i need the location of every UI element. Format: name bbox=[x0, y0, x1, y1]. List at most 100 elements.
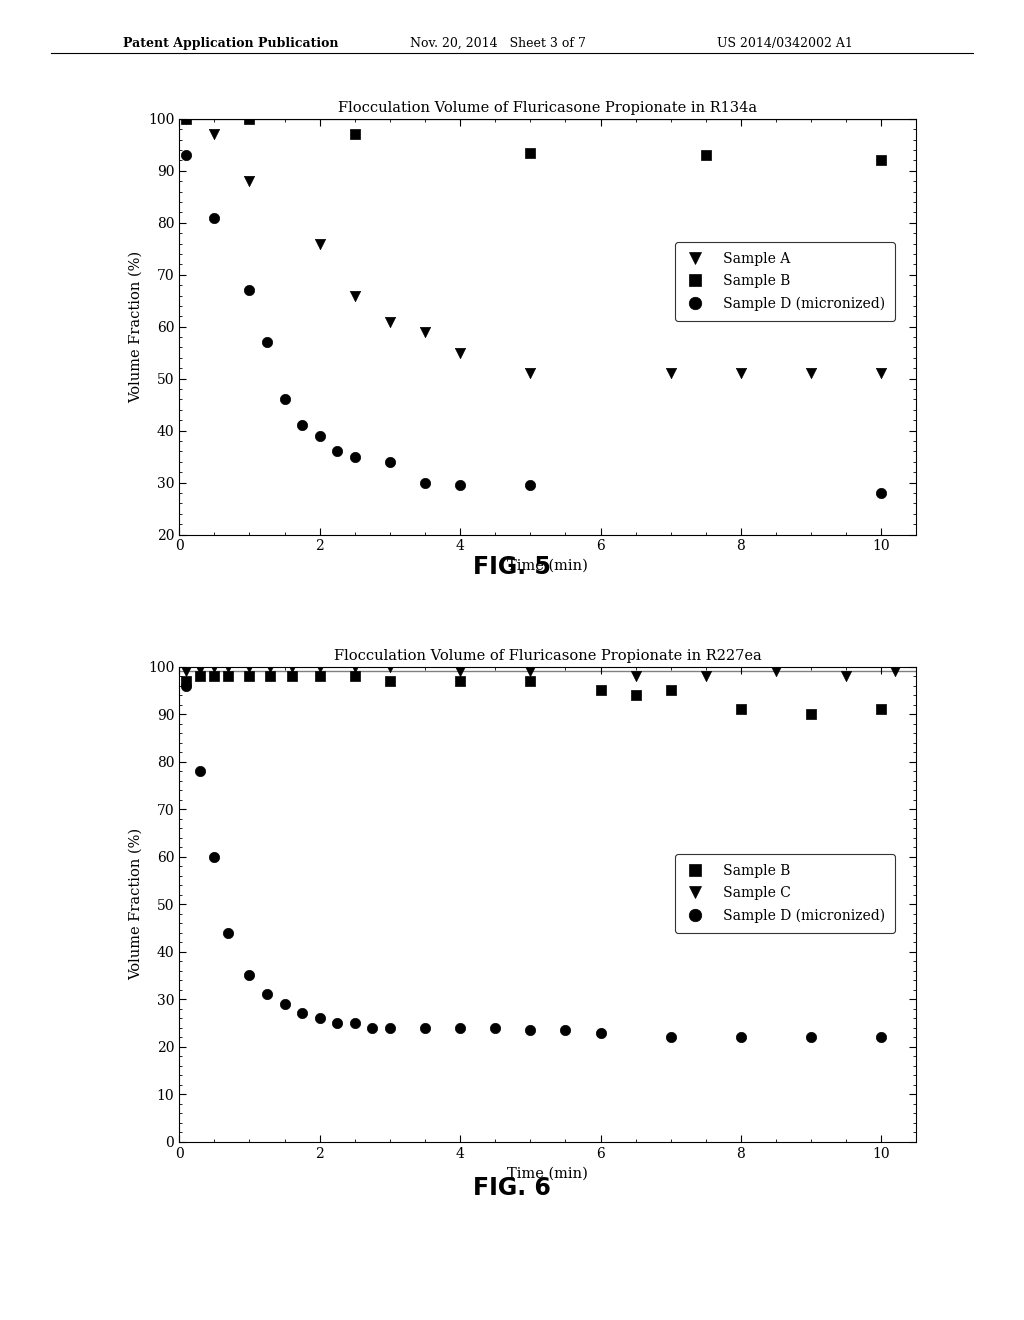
Point bbox=[697, 145, 714, 166]
Legend:    Sample B,    Sample C,    Sample D (micronized): Sample B, Sample C, Sample D (micronized… bbox=[675, 854, 895, 933]
Point bbox=[193, 665, 209, 686]
Point bbox=[329, 1012, 345, 1034]
Text: FIG. 5: FIG. 5 bbox=[473, 556, 551, 579]
Point bbox=[178, 108, 195, 129]
Point bbox=[242, 170, 258, 191]
Point bbox=[522, 363, 539, 384]
Point bbox=[628, 685, 644, 706]
Point bbox=[838, 665, 854, 686]
Point bbox=[887, 661, 903, 682]
Point bbox=[206, 124, 222, 145]
Point bbox=[803, 704, 819, 725]
Point bbox=[452, 661, 468, 682]
Point bbox=[592, 1022, 608, 1043]
Text: FIG. 6: FIG. 6 bbox=[473, 1176, 551, 1200]
Point bbox=[522, 143, 539, 164]
Point bbox=[592, 680, 608, 701]
Point bbox=[220, 923, 237, 944]
Title: Flocculation Volume of Fluricasone Propionate in R227ea: Flocculation Volume of Fluricasone Propi… bbox=[334, 648, 762, 663]
Point bbox=[311, 656, 328, 677]
Text: US 2014/0342002 A1: US 2014/0342002 A1 bbox=[717, 37, 853, 50]
Point bbox=[311, 1007, 328, 1028]
Title: Flocculation Volume of Fluricasone Propionate in R134a: Flocculation Volume of Fluricasone Propi… bbox=[338, 100, 758, 115]
Point bbox=[557, 1019, 573, 1040]
Point bbox=[417, 473, 433, 494]
X-axis label: Time (min): Time (min) bbox=[508, 1166, 588, 1180]
Point bbox=[382, 312, 398, 333]
Point bbox=[733, 363, 750, 384]
Point bbox=[522, 1019, 539, 1040]
Point bbox=[346, 656, 362, 677]
X-axis label: Time (min): Time (min) bbox=[508, 558, 588, 573]
Point bbox=[329, 441, 345, 462]
Point bbox=[284, 656, 300, 677]
Point bbox=[452, 1018, 468, 1039]
Point bbox=[873, 1027, 890, 1048]
Point bbox=[311, 232, 328, 253]
Legend:    Sample A,    Sample B,    Sample D (micronized): Sample A, Sample B, Sample D (micronized… bbox=[675, 242, 895, 321]
Point bbox=[178, 145, 195, 166]
Y-axis label: Volume Fraction (%): Volume Fraction (%) bbox=[128, 251, 142, 403]
Point bbox=[733, 698, 750, 719]
Point bbox=[242, 656, 258, 677]
Point bbox=[873, 698, 890, 719]
Point bbox=[346, 124, 362, 145]
Point bbox=[803, 1027, 819, 1048]
Point bbox=[487, 1018, 504, 1039]
Point bbox=[242, 280, 258, 301]
Point bbox=[522, 671, 539, 692]
Point bbox=[294, 1003, 310, 1024]
Text: Patent Application Publication: Patent Application Publication bbox=[123, 37, 338, 50]
Point bbox=[193, 659, 209, 680]
Point bbox=[220, 665, 237, 686]
Point bbox=[663, 680, 679, 701]
Point bbox=[382, 1018, 398, 1039]
Point bbox=[311, 425, 328, 446]
Point bbox=[262, 656, 279, 677]
Point bbox=[178, 108, 195, 129]
Point bbox=[242, 965, 258, 986]
Point bbox=[382, 671, 398, 692]
Point bbox=[276, 389, 293, 411]
Point bbox=[193, 760, 209, 781]
Point bbox=[873, 482, 890, 503]
Point bbox=[452, 671, 468, 692]
Point bbox=[206, 846, 222, 867]
Point bbox=[697, 665, 714, 686]
Point bbox=[873, 363, 890, 384]
Point bbox=[663, 1027, 679, 1048]
Point bbox=[294, 414, 310, 436]
Point bbox=[346, 285, 362, 306]
Point bbox=[768, 661, 784, 682]
Point bbox=[382, 656, 398, 677]
Point bbox=[382, 451, 398, 473]
Point bbox=[417, 321, 433, 342]
Text: Nov. 20, 2014   Sheet 3 of 7: Nov. 20, 2014 Sheet 3 of 7 bbox=[410, 37, 586, 50]
Point bbox=[346, 665, 362, 686]
Point bbox=[259, 331, 275, 352]
Y-axis label: Volume Fraction (%): Volume Fraction (%) bbox=[128, 828, 142, 981]
Point bbox=[178, 661, 195, 682]
Point bbox=[346, 446, 362, 467]
Point bbox=[522, 661, 539, 682]
Point bbox=[220, 656, 237, 677]
Point bbox=[284, 665, 300, 686]
Point bbox=[733, 1027, 750, 1048]
Point bbox=[417, 1018, 433, 1039]
Point bbox=[873, 150, 890, 172]
Point bbox=[663, 363, 679, 384]
Point bbox=[452, 342, 468, 363]
Point bbox=[628, 665, 644, 686]
Point bbox=[178, 675, 195, 696]
Point bbox=[242, 108, 258, 129]
Point bbox=[178, 671, 195, 692]
Point bbox=[259, 983, 275, 1005]
Point bbox=[346, 1012, 362, 1034]
Point bbox=[365, 1018, 381, 1039]
Point bbox=[206, 656, 222, 677]
Point bbox=[452, 475, 468, 496]
Point bbox=[311, 665, 328, 686]
Point bbox=[522, 475, 539, 496]
Point bbox=[206, 665, 222, 686]
Point bbox=[242, 665, 258, 686]
